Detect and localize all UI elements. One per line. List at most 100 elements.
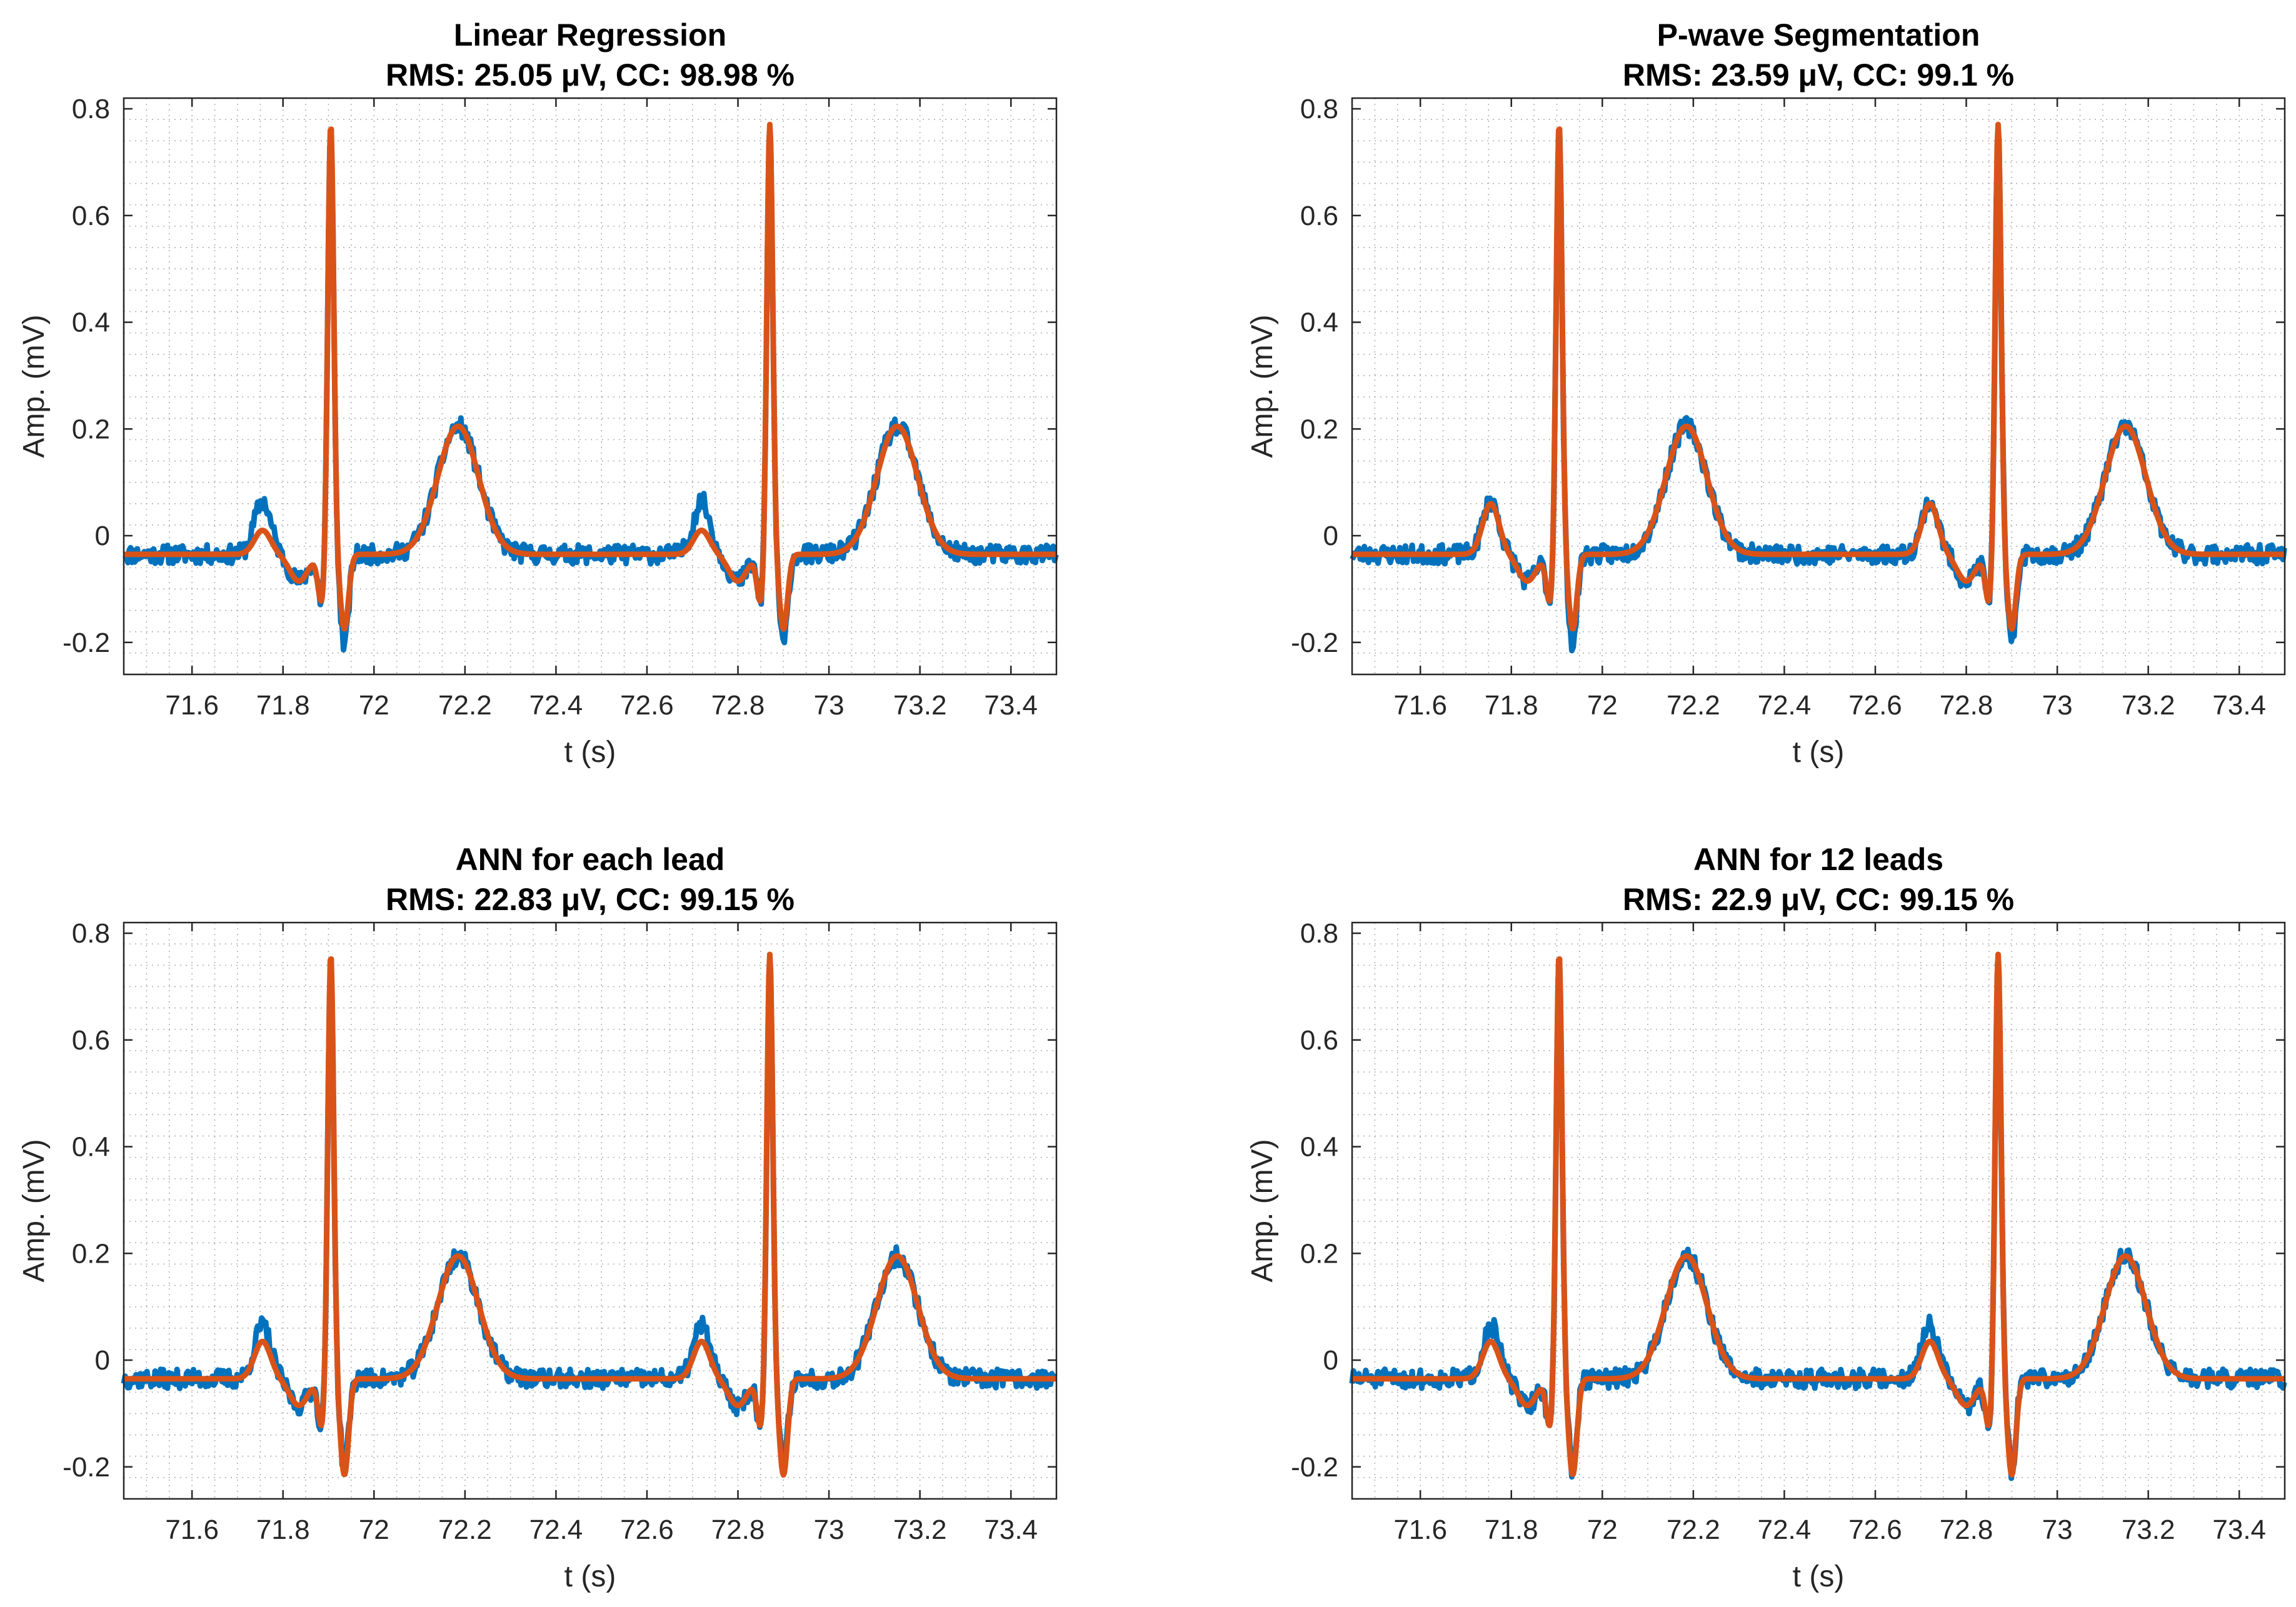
y-tick-label: 0.8 (1300, 918, 1338, 949)
x-tick-label: 71.6 (1393, 1514, 1447, 1545)
y-tick-label: 0.8 (72, 94, 110, 124)
x-tick-label: 72.8 (711, 690, 765, 721)
y-tick-label: -0.2 (63, 1452, 110, 1483)
x-tick-label: 73.4 (984, 1514, 1038, 1545)
y-tick-label: 0.4 (72, 1132, 110, 1163)
series-reconstructed (122, 121, 1058, 632)
plot-area (1352, 98, 2285, 674)
x-tick-label: 72.2 (1667, 690, 1720, 721)
y-axis-label: Amp. (mV) (18, 1139, 51, 1282)
y-tick-label: 0.2 (72, 414, 110, 444)
grid (124, 98, 1056, 674)
plot-area (124, 923, 1056, 1499)
y-axis-label: Amp. (mV) (1246, 314, 1279, 458)
x-tick-label: 72.8 (711, 1514, 765, 1545)
x-tick-label: 71.8 (256, 690, 310, 721)
x-tick-label: 72.6 (1848, 690, 1902, 721)
x-tick-label: 71.8 (1485, 1514, 1538, 1545)
x-tick-label: 73 (2042, 690, 2073, 721)
grid (124, 923, 1056, 1499)
series-reconstructed (1350, 951, 2287, 1478)
x-tick-label: 73.2 (893, 1514, 947, 1545)
x-tick-label: 72.2 (438, 690, 492, 721)
chart-title: P-wave Segmentation (1657, 18, 1980, 53)
axes-box (123, 97, 1058, 676)
y-axis-label: Amp. (mV) (1246, 1139, 1279, 1282)
y-tick-label: 0 (1323, 521, 1338, 551)
chart-subtitle: RMS: 23.59 μV, CC: 99.1 % (1623, 58, 2014, 93)
x-tick-label: 73.2 (893, 690, 947, 721)
y-tick-label: 0.6 (72, 1025, 110, 1056)
y-tick-label: 0 (1323, 1345, 1338, 1376)
x-tick-label: 72.4 (529, 690, 583, 721)
chart-subtitle: RMS: 25.05 μV, CC: 98.98 % (386, 58, 795, 93)
y-tick-label: 0.4 (72, 308, 110, 338)
x-tick-label: 72.8 (1940, 690, 1993, 721)
chart-subtitle: RMS: 22.9 μV, CC: 99.15 % (1623, 882, 2014, 917)
axes-box (1351, 97, 2286, 676)
x-tick-label: 72 (359, 690, 389, 721)
axes-box (1351, 921, 2286, 1500)
x-tick-label: 73.2 (2122, 690, 2175, 721)
chart-subtitle: RMS: 22.83 μV, CC: 99.15 % (386, 882, 795, 917)
x-tick-label: 72.2 (438, 1514, 492, 1545)
x-tick-label: 73.2 (2122, 1514, 2175, 1545)
panel-4: 71.6 71.8 72 72.2 72.4 72.6 72.8 73 73.2 73.4 -0.2… (1246, 842, 2287, 1593)
x-tick-label: 72.8 (1940, 1514, 1993, 1545)
x-tick-label: 72.4 (529, 1514, 583, 1545)
y-tick-label: 0.2 (1300, 414, 1338, 444)
x-tick-label: 73 (2042, 1514, 2073, 1545)
plot-area (124, 98, 1056, 674)
axes-box (123, 921, 1058, 1500)
x-tick-label: 71.6 (1393, 690, 1447, 721)
x-axis-label: t (s) (1793, 1560, 1845, 1593)
y-tick-label: 0.6 (72, 201, 110, 231)
panel-3: 71.6 71.8 72 72.2 72.4 72.6 72.8 73 73.2 73.4 -0.2… (18, 842, 1058, 1593)
chart-title: ANN for 12 leads (1693, 842, 1943, 877)
x-tick-label: 72 (359, 1514, 389, 1545)
x-tick-label: 72 (1587, 690, 1618, 721)
panel-2: 71.6 71.8 72 72.2 72.4 72.6 72.8 73 73.2 73.4 -0.2… (1246, 18, 2287, 769)
x-tick-label: 72.4 (1758, 1514, 1812, 1545)
y-axis-label: Amp. (mV) (18, 314, 51, 458)
x-tick-label: 72 (1587, 1514, 1618, 1545)
x-tick-label: 71.6 (165, 690, 219, 721)
y-tick-label: 0.4 (1300, 308, 1338, 338)
x-axis-label: t (s) (1793, 736, 1845, 769)
y-tick-label: -0.2 (1291, 1452, 1338, 1483)
series-reconstructed (1350, 121, 2287, 632)
x-tick-label: 71.8 (256, 1514, 310, 1545)
x-tick-label: 72.4 (1758, 690, 1812, 721)
x-tick-label: 72.2 (1667, 1514, 1720, 1545)
plot-area (1352, 923, 2285, 1499)
y-tick-label: 0 (95, 1345, 110, 1376)
x-axis-label: t (s) (564, 736, 616, 769)
panel-1: 71.6 71.8 72 72.2 72.4 72.6 72.8 73 73.2 73.4 -0.2… (18, 18, 1059, 769)
x-tick-label: 73.4 (2212, 690, 2266, 721)
x-tick-label: 71.8 (1485, 690, 1538, 721)
y-tick-label: -0.2 (1291, 628, 1338, 658)
x-tick-label: 73.4 (984, 690, 1038, 721)
series-reconstructed (122, 951, 1058, 1478)
y-tick-label: -0.2 (63, 628, 110, 658)
y-tick-label: 0.2 (1300, 1238, 1338, 1269)
x-tick-label: 73.4 (2212, 1514, 2266, 1545)
y-tick-label: 0.8 (72, 918, 110, 949)
y-tick-label: 0.6 (1300, 201, 1338, 231)
x-tick-label: 72.6 (620, 1514, 674, 1545)
x-tick-label: 71.6 (165, 1514, 219, 1545)
y-tick-label: 0 (95, 521, 110, 551)
x-axis-label: t (s) (564, 1560, 616, 1593)
chart-title: ANN for each lead (456, 842, 725, 877)
y-tick-label: 0.2 (72, 1238, 110, 1269)
x-tick-label: 72.6 (620, 690, 674, 721)
grid (1352, 98, 2285, 674)
x-tick-label: 73 (814, 1514, 845, 1545)
y-tick-label: 0.8 (1300, 94, 1338, 124)
x-tick-label: 72.6 (1848, 1514, 1902, 1545)
x-tick-label: 73 (814, 690, 845, 721)
y-tick-label: 0.6 (1300, 1025, 1338, 1056)
y-tick-label: 0.4 (1300, 1132, 1338, 1163)
chart-title: Linear Regression (454, 18, 726, 53)
